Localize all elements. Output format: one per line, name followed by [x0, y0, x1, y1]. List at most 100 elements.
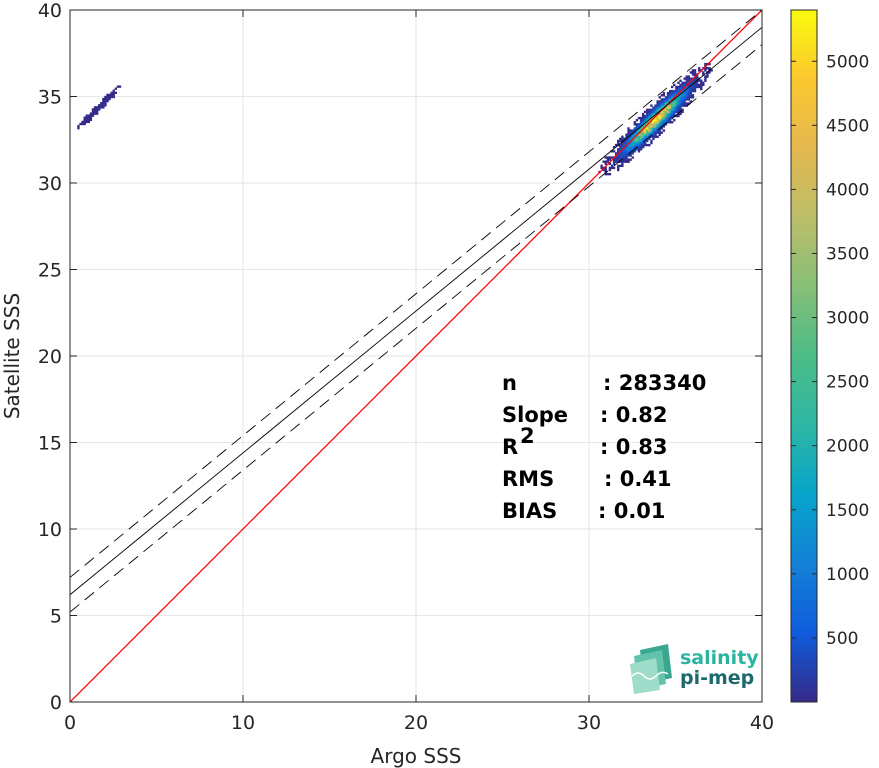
- density-cell: [631, 139, 634, 143]
- density-cell: [633, 137, 637, 141]
- density-cell: [646, 114, 649, 118]
- density-cell: [650, 139, 653, 143]
- density-cell: [662, 114, 666, 118]
- density-cell: [697, 79, 701, 82]
- density-cell: [679, 100, 682, 103]
- density-cell: [677, 81, 680, 84]
- x-axis: 0 10 20 30 40: [64, 10, 774, 734]
- density-cell: [687, 92, 690, 95]
- density-cell: [675, 110, 678, 114]
- density-cell: [639, 135, 643, 138]
- density-cell: [627, 127, 630, 130]
- density-cell: [673, 100, 676, 103]
- density-cell: [648, 114, 651, 118]
- density-cell: [617, 150, 620, 153]
- density-cell: [685, 85, 688, 89]
- density-cell: [654, 118, 657, 122]
- density-cell: [683, 96, 686, 99]
- density-cell: [687, 89, 690, 93]
- colorbar-tick-label: 1500: [826, 501, 869, 521]
- y-tick-label: 0: [50, 692, 62, 714]
- density-cell: [610, 150, 614, 153]
- density-cell: [691, 94, 695, 97]
- density-cell: [671, 106, 674, 109]
- density-cell: [689, 96, 693, 99]
- density-cell: [625, 158, 628, 161]
- density-cell: [693, 79, 697, 82]
- density-cell: [118, 85, 122, 88]
- density-cell: [660, 106, 663, 109]
- density-cell: [654, 129, 657, 132]
- density-cell: [604, 166, 607, 170]
- density-cell: [635, 137, 639, 141]
- density-cell: [614, 158, 618, 161]
- density-cell: [685, 92, 688, 95]
- density-cell: [702, 71, 705, 74]
- density-cell: [619, 152, 622, 155]
- density-cell: [668, 89, 672, 93]
- density-cell: [675, 89, 678, 93]
- density-cell: [679, 83, 682, 87]
- density-cell: [646, 131, 649, 134]
- density-cell: [677, 112, 680, 116]
- density-cell: [98, 106, 101, 109]
- density-cell: [652, 127, 655, 130]
- density-cell: [691, 69, 695, 72]
- density-cell: [685, 89, 688, 93]
- density-cell: [662, 116, 666, 120]
- density-cell: [695, 83, 699, 87]
- density-cell: [85, 116, 88, 119]
- y-tick-label: 15: [38, 433, 62, 455]
- density-cell: [664, 118, 668, 122]
- density-cell: [677, 89, 680, 93]
- density-cell: [664, 110, 668, 114]
- density-cell: [691, 83, 695, 87]
- density-cell: [93, 110, 97, 113]
- density-cell: [633, 150, 637, 153]
- density-cell: [641, 112, 645, 116]
- density-cell: [658, 123, 661, 126]
- density-cell: [631, 148, 634, 151]
- density-cell: [675, 98, 678, 101]
- density-cell: [631, 133, 634, 136]
- density-cell: [691, 73, 695, 76]
- density-cell: [664, 98, 668, 101]
- density-cell: [658, 129, 661, 132]
- density-cell: [673, 112, 676, 116]
- density-cell: [633, 123, 637, 126]
- density-cell: [683, 83, 686, 87]
- density-cell: [114, 91, 118, 95]
- density-cell: [671, 104, 674, 107]
- density-cell: [617, 148, 620, 151]
- density-cell: [641, 135, 645, 138]
- density-cell: [654, 135, 657, 138]
- density-cell: [687, 96, 690, 99]
- density-cell: [691, 87, 695, 91]
- density-cell: [77, 126, 80, 130]
- density-cell: [646, 125, 649, 128]
- density-cell: [629, 158, 632, 161]
- density-cell: [627, 137, 630, 141]
- density-cell: [666, 118, 670, 122]
- density-cell: [668, 114, 672, 118]
- density-cell: [633, 129, 637, 132]
- density-cell: [664, 108, 668, 111]
- density-cell: [666, 98, 670, 101]
- density-cell: [91, 112, 95, 115]
- density-cell: [627, 154, 630, 157]
- density-cell: [608, 158, 612, 161]
- density-cell: [697, 69, 701, 72]
- density-cell: [641, 145, 645, 149]
- density-cell: [652, 108, 655, 111]
- density-cell: [635, 125, 639, 128]
- density-cell: [106, 97, 109, 101]
- density-cell: [652, 118, 655, 122]
- density-cell: [623, 139, 626, 143]
- density-cell: [646, 135, 649, 138]
- density-cell: [633, 139, 637, 143]
- density-cell: [83, 116, 86, 119]
- density-cell: [644, 135, 647, 138]
- density-cell: [658, 100, 661, 103]
- density-cell: [693, 89, 697, 93]
- density-cell: [635, 141, 639, 145]
